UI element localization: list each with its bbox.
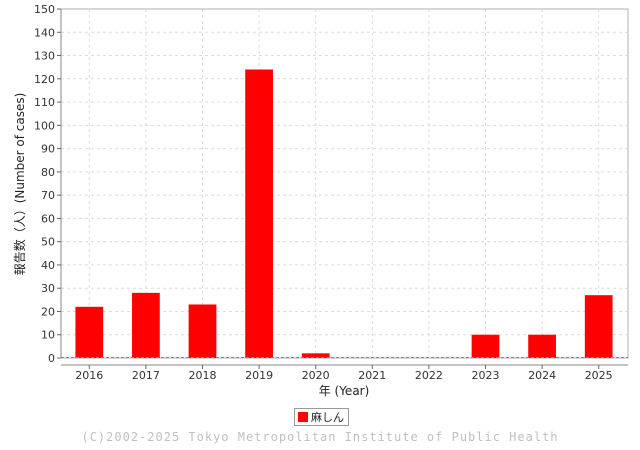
bar-2024: [528, 334, 556, 358]
x-tick-label: 2021: [358, 369, 386, 382]
copyright-text: (C)2002-2025 Tokyo Metropolitan Institut…: [81, 430, 559, 444]
x-tick-labels: 2016 2017 2018 2019 2020 2021 2022 2023 2024 2025: [75, 365, 613, 382]
legend-swatch: [298, 412, 308, 422]
bar-2018: [188, 304, 217, 358]
bar-2016: [75, 306, 104, 358]
y-tick-label: 120: [34, 73, 55, 86]
bar-2020: [301, 353, 330, 358]
x-tick-label: 2018: [189, 369, 217, 382]
x-tick-label: 2024: [528, 369, 556, 382]
legend: 麻しん: [294, 408, 349, 426]
y-tick-label: 30: [41, 282, 55, 295]
bar-2019: [245, 69, 273, 358]
y-tick-label: 40: [41, 259, 55, 272]
x-tick-label: 2020: [302, 369, 330, 382]
y-tick-label: 100: [34, 119, 55, 132]
y-tick-label: 60: [41, 212, 55, 225]
y-tick-labels: 0 10 20 30 40 50 60 70 80 90 100 110 120 130 140 150: [34, 3, 61, 365]
x-axis-title: 年 (Year): [319, 384, 370, 398]
x-tick-label: 2017: [132, 369, 160, 382]
x-tick-label: 2016: [75, 369, 103, 382]
x-tick-label: 2025: [585, 369, 613, 382]
bars: [75, 69, 613, 358]
x-tick-label: 2023: [472, 369, 500, 382]
y-tick-label: 70: [41, 189, 55, 202]
bar-2025: [584, 295, 613, 358]
y-tick-label: 20: [41, 305, 55, 318]
bar-2023: [471, 334, 500, 358]
y-axis-title: 報告数（人）(Number of cases): [12, 93, 27, 276]
y-tick-label: 150: [34, 3, 55, 16]
y-tick-label: 0: [48, 352, 55, 365]
x-tick-label: 2019: [245, 369, 273, 382]
bar-2017: [132, 292, 160, 358]
y-tick-label: 130: [34, 50, 55, 63]
y-tick-label: 50: [41, 236, 55, 249]
y-tick-label: 90: [41, 143, 55, 156]
x-tick-label: 2022: [415, 369, 443, 382]
y-tick-label: 80: [41, 166, 55, 179]
y-tick-label: 110: [34, 96, 55, 109]
y-tick-label: 140: [34, 26, 55, 39]
axes: [60, 9, 628, 366]
legend-label: 麻しん: [311, 411, 344, 424]
y-tick-label: 10: [41, 329, 55, 342]
